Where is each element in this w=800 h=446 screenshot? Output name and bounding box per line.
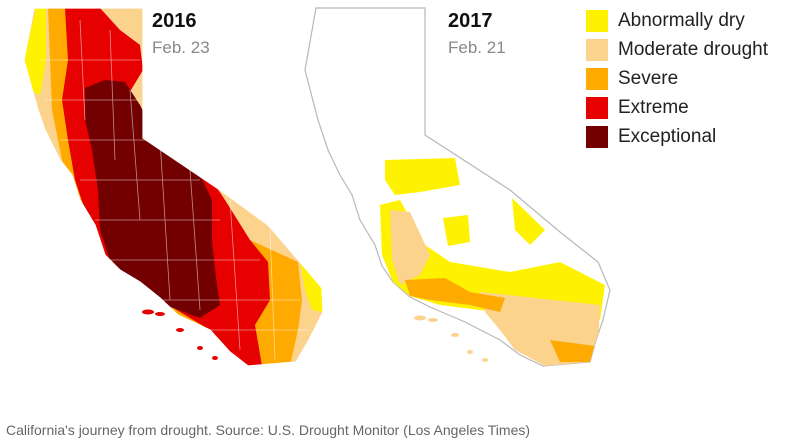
county-lines [40, 19, 310, 361]
caption: California's journey from drought. Sourc… [6, 422, 531, 438]
map-2017 [304, 7, 611, 367]
drought-zone-abnormally-dry [512, 198, 545, 245]
legend-item-exceptional: Exceptional [586, 122, 768, 151]
drought-zone-abnormally-dry [385, 158, 460, 195]
legend-swatch [586, 96, 608, 119]
map-2016-year: 2016 [152, 10, 197, 32]
legend-item-abnormally-dry: Abnormally dry [586, 6, 768, 35]
legend-swatch [586, 67, 608, 90]
drought-zone-severe [405, 278, 505, 312]
map-2016-date: Feb. 23 [152, 38, 210, 57]
legend-label: Severe [618, 67, 679, 89]
channel-islands [142, 309, 218, 360]
drought-zone-exceptional [85, 80, 220, 318]
legend-swatch [586, 9, 608, 32]
legend-swatch [586, 125, 608, 148]
map-2017-date: Feb. 21 [448, 38, 506, 57]
legend-item-extreme: Extreme [586, 93, 768, 122]
legend-label: Moderate drought [618, 38, 768, 60]
channel-islands [414, 315, 488, 362]
legend-item-moderate: Moderate drought [586, 35, 768, 64]
legend-label: Abnormally dry [618, 9, 745, 31]
legend-item-severe: Severe [586, 64, 768, 93]
drought-zone-abnormally-dry [300, 262, 323, 312]
legend-label: Exceptional [618, 125, 717, 147]
legend-swatch [586, 38, 608, 61]
legend-label: Extreme [618, 96, 689, 118]
state-outline [23, 7, 324, 367]
drought-zone-severe [550, 340, 595, 362]
drought-zone-abnormally-dry [443, 215, 470, 246]
drought-maps [23, 7, 611, 367]
map-2017-year: 2017 [448, 10, 493, 32]
legend: Abnormally dry Moderate drought Severe E… [586, 6, 768, 151]
drought-zone-moderate [390, 210, 430, 285]
drought-zone-abnormally-dry [24, 8, 46, 95]
